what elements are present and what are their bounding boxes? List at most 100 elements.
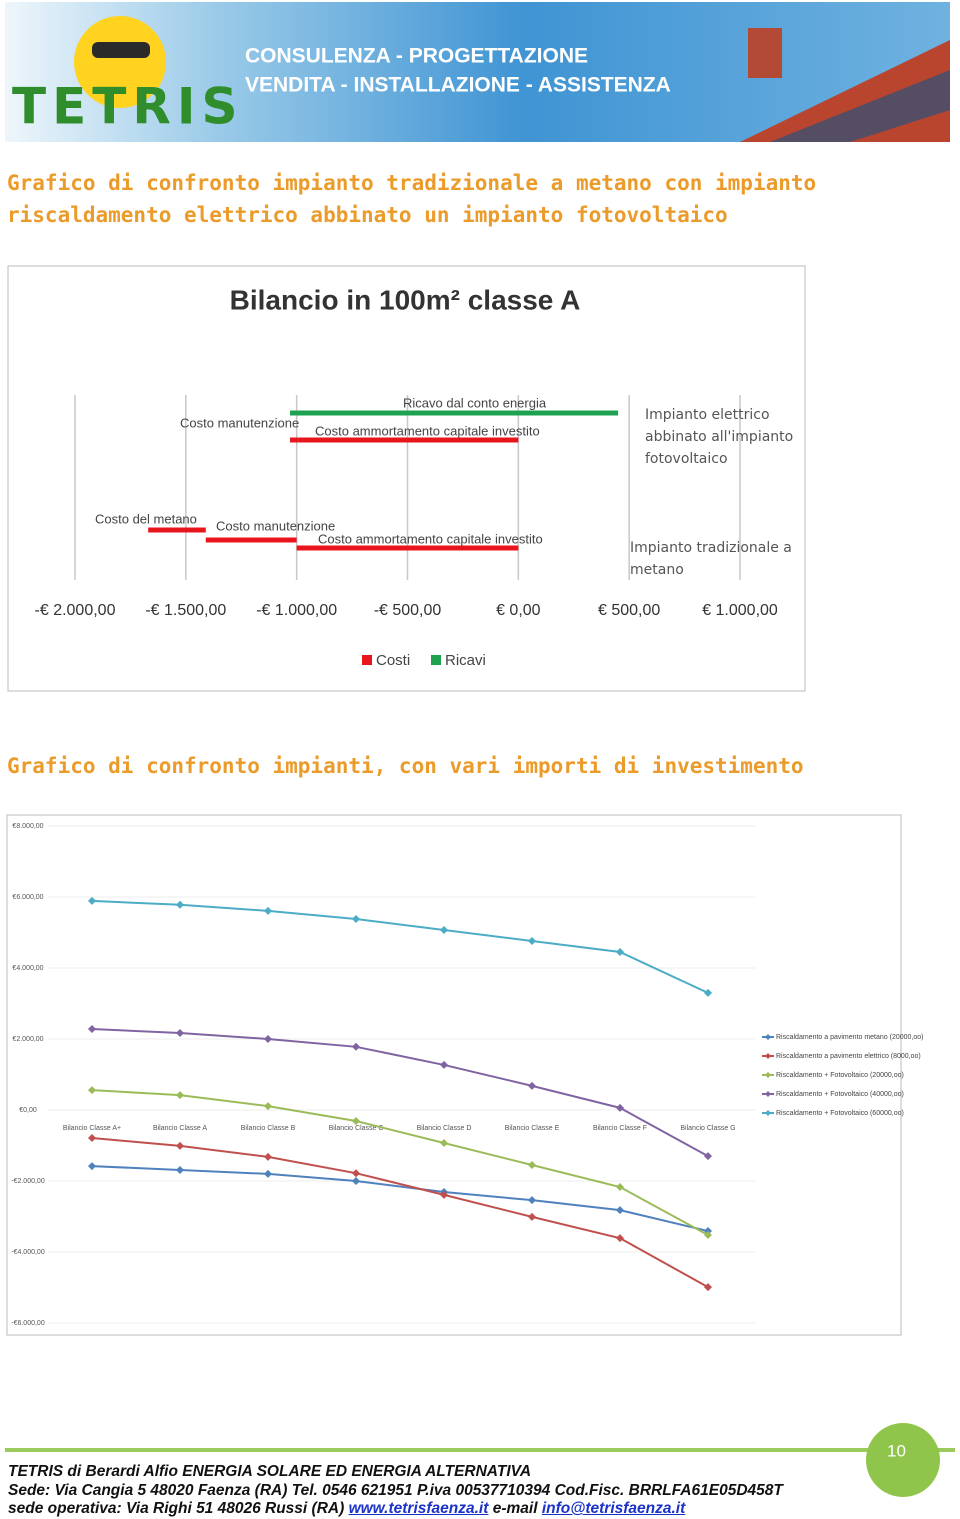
data-point — [616, 1206, 624, 1215]
sunglasses — [92, 42, 150, 58]
series-line — [91, 899, 709, 994]
data-point — [88, 896, 96, 905]
footer-line: sede operativa: Via Righi 51 48026 Russi… — [8, 1500, 685, 1518]
footer-line: Sede: Via Cangia 5 48020 Faenza (RA) Tel… — [8, 1482, 783, 1499]
data-point — [704, 1283, 712, 1292]
footer-line: TETRIS di Berardi Alfio ENERGIA SOLARE E… — [8, 1463, 532, 1480]
x-tick-label: Bilancio Classe E — [505, 1125, 560, 1132]
x-tick-label: Bilancio Classe F — [593, 1125, 647, 1132]
segment-label: Costo ammortamento capitale investito — [318, 531, 543, 546]
data-point — [352, 1169, 360, 1178]
y-tick-label: -€4.000,00 — [11, 1249, 45, 1256]
legend-label: Riscaldamento a pavimento metano (20000,… — [776, 1034, 923, 1041]
x-tick-label: -€ 1.500,00 — [145, 602, 226, 619]
tagline: VENDITA - INSTALLAZIONE - ASSISTENZA — [245, 74, 671, 97]
x-tick-label: -€ 2.000,00 — [35, 602, 116, 619]
y-tick-label: €2.000,00 — [12, 1036, 43, 1043]
x-tick-label: Bilancio Classe B — [241, 1125, 296, 1132]
y-tick-label: €0,00 — [19, 1107, 37, 1114]
data-point — [176, 1028, 184, 1037]
segment-label: Costo del metano — [95, 511, 197, 526]
data-point — [264, 1035, 272, 1043]
email-link[interactable]: info@tetrisfaenza.it — [541, 1500, 686, 1517]
address: sede operativa: Via Righi 51 48026 Russi… — [8, 1500, 345, 1517]
x-tick-label: € 500,00 — [598, 602, 660, 619]
legend-swatch — [431, 655, 441, 665]
legend-label: Riscaldamento + Fotovoltaico (20000,oo) — [776, 1072, 904, 1079]
legend-label: Ricavi — [445, 652, 486, 669]
data-point — [440, 1190, 448, 1199]
data-point — [264, 1169, 272, 1178]
legend-marker — [765, 1053, 771, 1059]
sun — [74, 16, 166, 108]
legend-label: Riscaldamento a pavimento elettrico (800… — [776, 1053, 921, 1060]
email-label: e-mail — [492, 1500, 538, 1517]
x-tick-label: Bilancio Classe A+ — [63, 1125, 121, 1132]
data-point — [440, 1060, 448, 1069]
segment-label: Costo manutenzione — [216, 518, 335, 533]
data-point — [88, 1086, 96, 1095]
legend-label: Costi — [376, 652, 410, 669]
series-line — [91, 1165, 709, 1233]
y-tick-label: -€2.000,00 — [11, 1178, 45, 1185]
series-line — [91, 1028, 709, 1158]
data-point — [352, 1117, 360, 1126]
data-point — [352, 1177, 360, 1185]
data-point — [440, 1139, 448, 1148]
legend-label: Riscaldamento + Fotovoltaico (60000,oo) — [776, 1110, 904, 1117]
segment-label: Costo ammortamento capitale investito — [315, 423, 540, 438]
data-point — [88, 1162, 96, 1171]
y-tick-label: €6.000,00 — [12, 894, 43, 901]
x-tick-label: -€ 1.000,00 — [256, 602, 337, 619]
legend-swatch — [362, 655, 372, 665]
data-point — [704, 988, 712, 997]
data-point — [176, 900, 184, 909]
page-number: 10 — [887, 1441, 906, 1460]
segment-label: Ricavo dal conto energia — [403, 395, 547, 410]
data-point — [704, 1152, 712, 1161]
legend-label: Riscaldamento + Fotovoltaico (40000,oo) — [776, 1091, 904, 1098]
y-tick-label: €8.000,00 — [12, 823, 43, 830]
data-point — [176, 1091, 184, 1100]
x-tick-label: € 1.000,00 — [702, 602, 778, 619]
chart-title: Bilancio in 100m² classe A — [230, 284, 581, 315]
website-link[interactable]: www.tetrisfaenza.it — [348, 1500, 489, 1517]
x-tick-label: Bilancio Classe C — [329, 1125, 384, 1132]
data-point — [88, 1025, 96, 1034]
data-point — [616, 948, 624, 957]
data-point — [528, 1081, 536, 1090]
series-line — [91, 1137, 709, 1289]
category-label: Impianto elettrico abbinato all'impianto… — [645, 407, 794, 467]
logo: TETRIS — [12, 78, 243, 136]
legend-marker — [765, 1072, 771, 1078]
x-tick-label: € 0,00 — [496, 602, 541, 619]
data-point — [528, 937, 536, 946]
y-tick-label: €4.000,00 — [12, 965, 43, 972]
chart-frame — [7, 265, 806, 692]
chimney — [748, 28, 782, 78]
series-line — [91, 1089, 709, 1236]
data-point — [176, 1141, 184, 1150]
x-tick-label: Bilancio Classe D — [417, 1125, 472, 1132]
data-point — [264, 1102, 272, 1111]
data-point — [528, 1161, 536, 1170]
x-tick-label: Bilancio Classe G — [680, 1125, 735, 1132]
data-point — [616, 1103, 624, 1112]
data-point — [616, 1234, 624, 1243]
data-point — [528, 1212, 536, 1221]
solar-panels — [770, 70, 950, 142]
x-tick-label: Bilancio Classe A — [153, 1125, 207, 1132]
data-point — [264, 906, 272, 915]
legend-marker — [765, 1110, 771, 1116]
data-point — [88, 1134, 96, 1143]
data-point — [616, 1183, 624, 1192]
segment-label: Costo manutenzione — [180, 415, 299, 430]
data-point — [440, 926, 448, 935]
heading: Grafico di confronto impianti, con vari … — [7, 754, 804, 778]
data-point — [528, 1196, 536, 1205]
category-label: Impianto tradizionale a metano — [630, 540, 792, 578]
legend-marker — [765, 1091, 771, 1097]
heading: Grafico di confronto impianto tradiziona… — [7, 171, 817, 227]
data-point — [352, 1042, 360, 1051]
